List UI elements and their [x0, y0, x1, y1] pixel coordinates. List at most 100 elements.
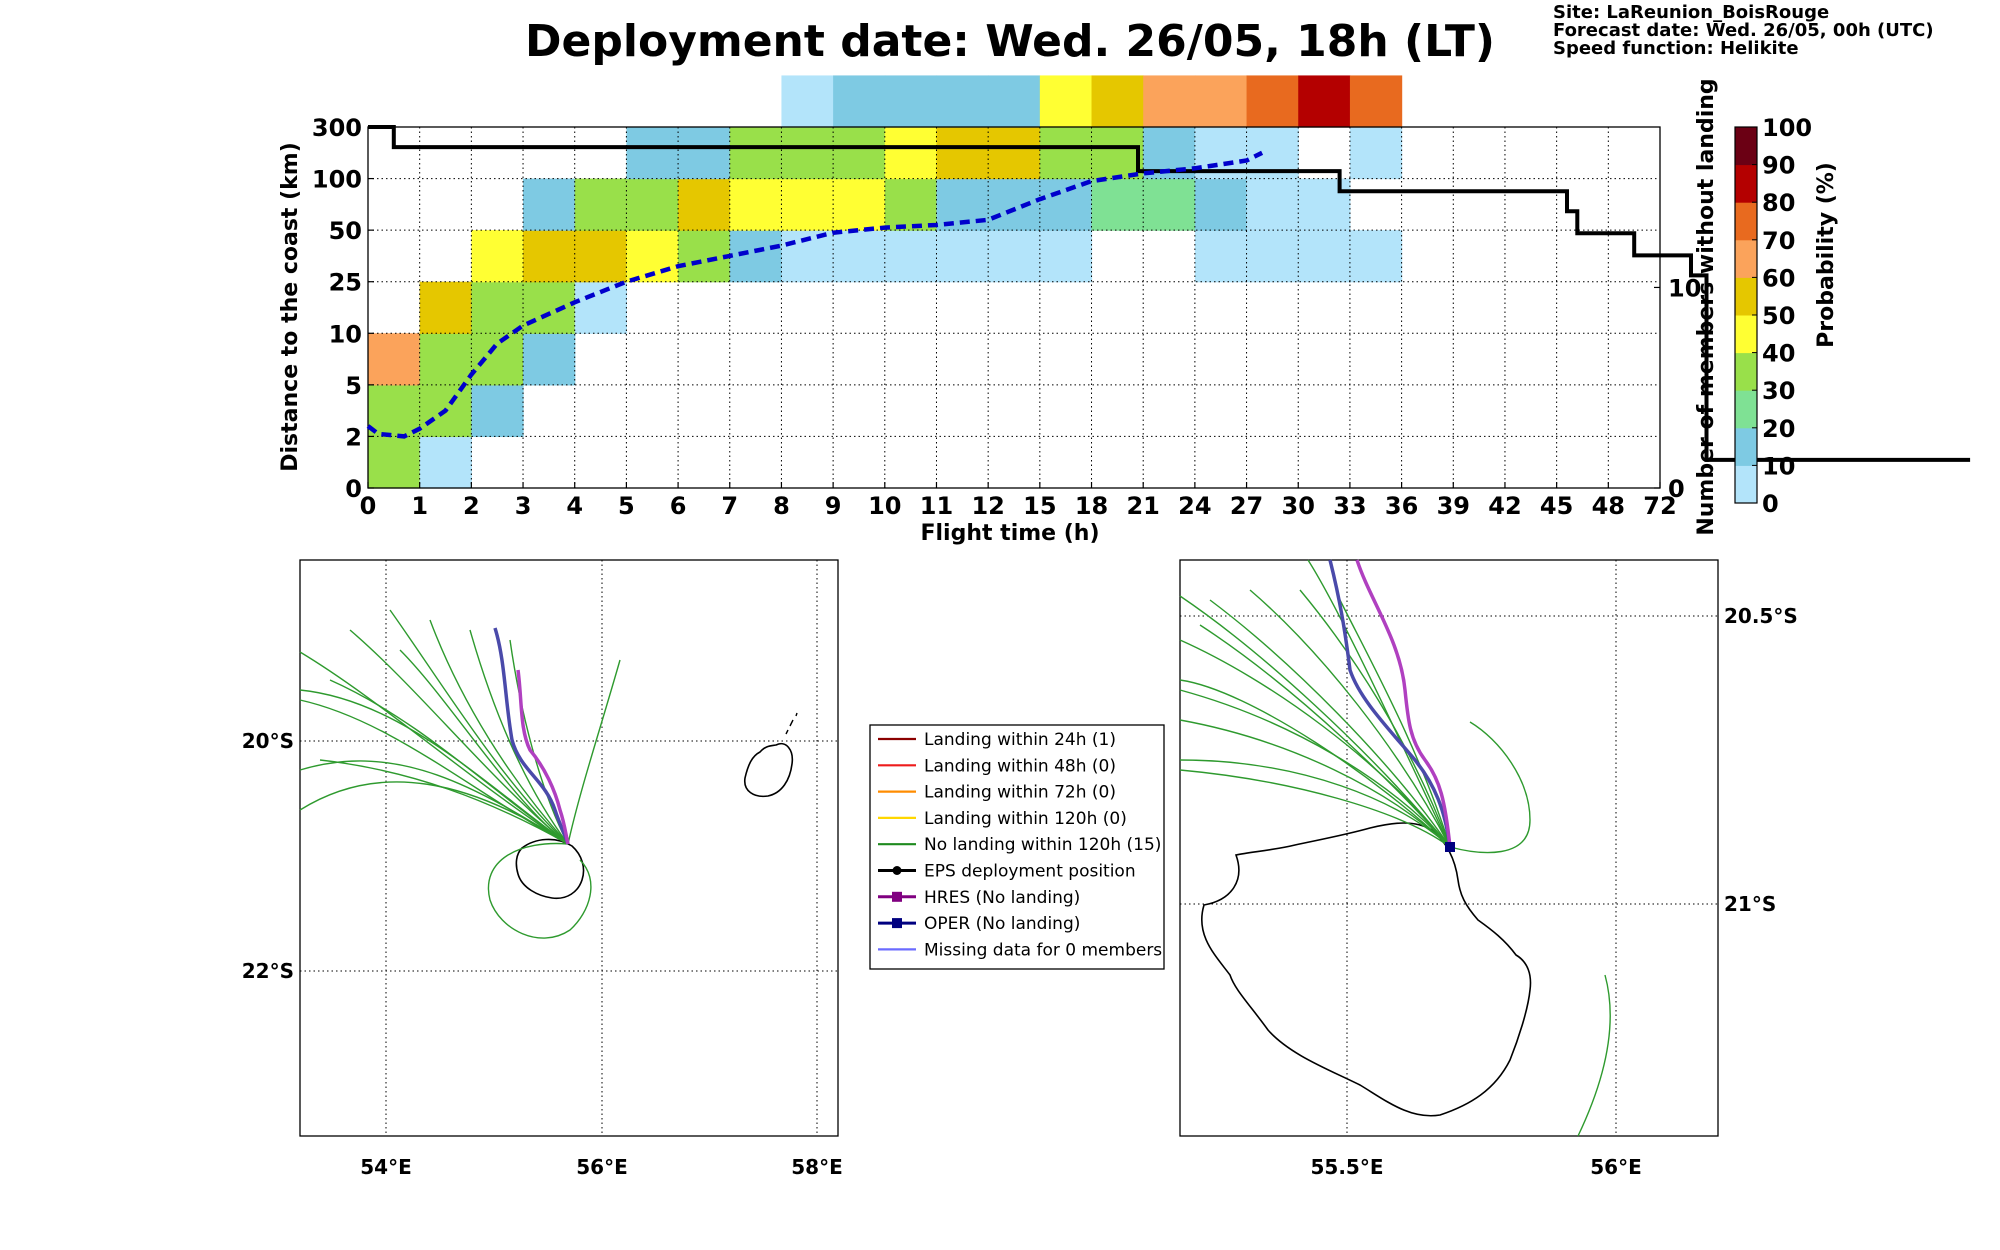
- heatmap-cell: [1194, 230, 1248, 283]
- heatmap-cell: [833, 75, 886, 128]
- x-tick-label: 30: [1282, 492, 1315, 520]
- ensemble-trajectory: [399, 649, 569, 845]
- ensemble-trajectory: [487, 842, 592, 939]
- heatmap-cell: [1194, 178, 1248, 231]
- x-tick-label: 5: [618, 492, 635, 520]
- colorbar-segment: [1735, 465, 1757, 504]
- heatmap-cell: [1039, 75, 1093, 128]
- colorbar-tick-label: 0: [1762, 490, 1779, 518]
- y-tick-label: 100: [312, 166, 362, 194]
- legend-marker: [892, 918, 902, 929]
- heatmap-cell: [678, 230, 731, 283]
- ensemble-trajectory: [1199, 624, 1451, 848]
- heatmap-cell: [1298, 75, 1351, 128]
- heatmap-cell: [781, 127, 834, 180]
- legend: Landing within 24h (1) Landing within 48h…: [869, 724, 1165, 970]
- ensemble-trajectory: [329, 679, 569, 845]
- colorbar-segment: [1735, 352, 1757, 391]
- x-axis-label: Flight time (h): [920, 521, 1099, 546]
- heatmap-cell: [419, 333, 472, 386]
- map-frame: [299, 559, 839, 1137]
- x-tick-label: 3: [515, 492, 532, 520]
- heatmap-cell: [471, 230, 524, 283]
- legend-label: Landing within 48h (0): [924, 756, 1116, 776]
- y-axis-label: Distance to the coast (km): [278, 142, 303, 472]
- oper-trajectory: [1328, 559, 1452, 848]
- ensemble-trajectory: [1449, 721, 1531, 854]
- heatmap-cell: [988, 127, 1041, 180]
- heatmap-cell: [988, 230, 1041, 283]
- plot-frame: [367, 126, 1661, 489]
- reunion-coastline: [1201, 822, 1532, 1117]
- legend-marker: [892, 891, 902, 902]
- heatmap-cell: [936, 75, 989, 128]
- x-tick-label: 11: [920, 492, 953, 520]
- latitude-label: 22°S: [242, 959, 294, 983]
- heatmap-cell: [1091, 127, 1144, 180]
- y-tick-label: 10: [329, 320, 362, 348]
- heatmap-cell: [1349, 127, 1403, 180]
- heatmap-cell: [884, 75, 938, 128]
- ensemble-trajectory: [1179, 639, 1451, 848]
- x-tick-label: 48: [1592, 492, 1625, 520]
- speed-info: Speed function: Helikite: [1553, 38, 1799, 59]
- heatmap-cell: [1298, 178, 1351, 231]
- heatmap-cell: [574, 178, 627, 231]
- x-tick-label: 2: [463, 492, 480, 520]
- mauritius-coastline: [744, 743, 794, 798]
- x-tick-label: 39: [1437, 492, 1470, 520]
- heatmap-cell: [1143, 178, 1196, 231]
- x-tick-label: 27: [1230, 492, 1263, 520]
- heatmap-cell: [419, 281, 472, 334]
- heatmap-cell: [1143, 75, 1196, 128]
- heatmap-cell: [1091, 178, 1144, 231]
- median-distance-line: [366, 150, 1264, 439]
- members-without-landing-line: [368, 125, 1971, 462]
- ensemble-trajectory: [429, 619, 569, 845]
- x-tick-label: 33: [1333, 492, 1366, 520]
- ensemble-trajectory: [1339, 599, 1451, 848]
- latitude-label: 21°S: [1724, 892, 1776, 916]
- colorbar-label: Probability (%): [1814, 162, 1839, 348]
- y2-tick-label: 10: [1668, 274, 1701, 302]
- x-tick-label: 6: [670, 492, 687, 520]
- hres-trajectory: [516, 669, 570, 845]
- x-tick-label: 9: [825, 492, 842, 520]
- x-tick-label: 18: [1075, 492, 1108, 520]
- ensemble-trajectory: [1249, 589, 1451, 848]
- colorbar-segment: [1735, 164, 1757, 203]
- site-info: Site: LaReunion_BoisRouge: [1553, 2, 1829, 23]
- heatmap-cell: [1194, 75, 1248, 128]
- x-tick-label: 1: [411, 492, 428, 520]
- x-tick-label: 4: [566, 492, 583, 520]
- legend-label: EPS deployment position: [924, 862, 1136, 882]
- heatmap-cell: [833, 127, 886, 180]
- heatmap-cell: [729, 127, 783, 180]
- heatmap-cell: [523, 178, 576, 231]
- colorbar-tick-label: 60: [1762, 264, 1795, 292]
- heatmap-cell: [988, 178, 1041, 231]
- legend-label: OPER (No landing): [924, 914, 1080, 934]
- ensemble-trajectory: [299, 781, 569, 845]
- colorbar-segment: [1735, 390, 1757, 429]
- probability-chart: Flight time (h) Distance to the coast (k…: [278, 75, 1971, 546]
- colorbar-tick-label: 100: [1762, 114, 1812, 142]
- legend-label: Landing within 24h (1): [924, 730, 1116, 750]
- heatmap-cell: [988, 75, 1041, 128]
- legend-label: Missing data for 0 members: [924, 940, 1162, 960]
- latitude-label: 20°S: [242, 729, 294, 753]
- regional-map: 54°E 56°E 58°E 20°S 22°S: [242, 559, 843, 1179]
- heatmap-cell: [471, 384, 524, 438]
- heatmap-cell: [1246, 178, 1299, 231]
- heatmap-cell: [781, 75, 834, 128]
- heatmap-cell: [833, 230, 886, 283]
- legend-label: HRES (No landing): [924, 888, 1080, 908]
- heatmap-cell: [1349, 230, 1403, 283]
- longitude-label: 55.5°E: [1310, 1155, 1383, 1179]
- legend-box: [869, 724, 1165, 970]
- ensemble-trajectory: [1307, 559, 1451, 848]
- heatmap-cell: [729, 178, 783, 231]
- heatmap-cell: [884, 230, 938, 283]
- heatmap-cell: [419, 436, 472, 489]
- ensemble-trajectory: [389, 609, 569, 845]
